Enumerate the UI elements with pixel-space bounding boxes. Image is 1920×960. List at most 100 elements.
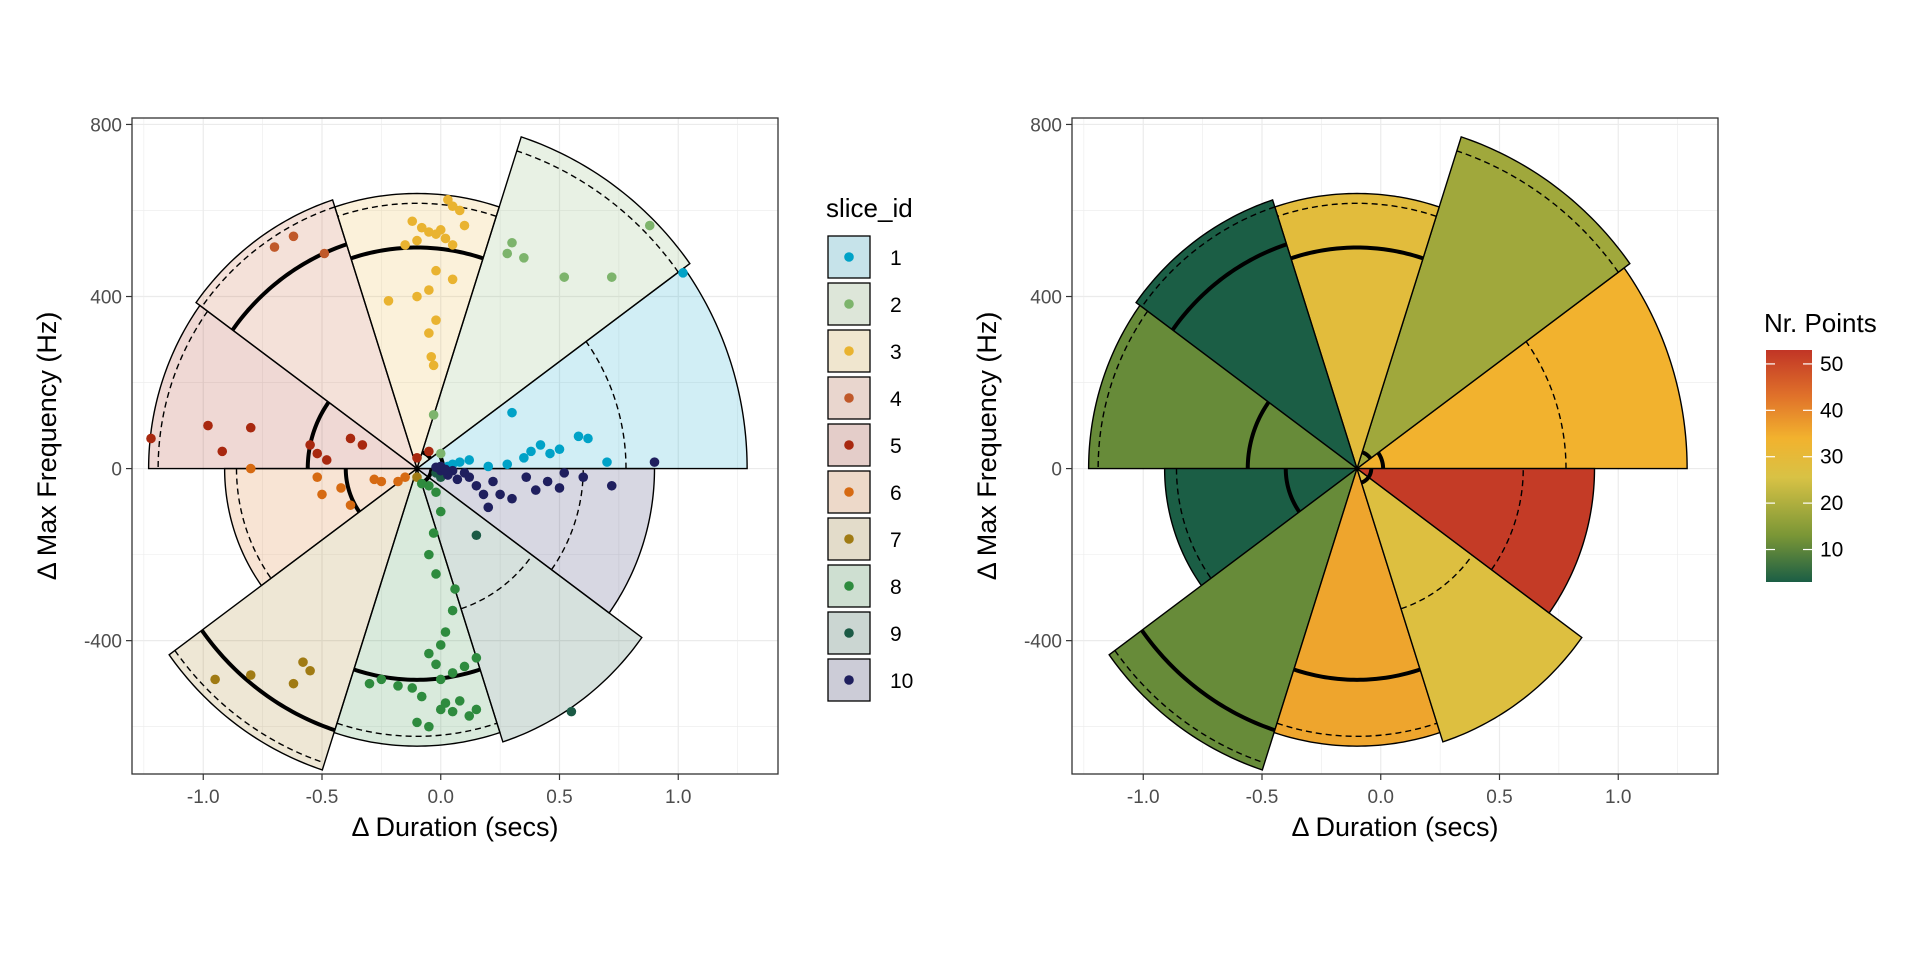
- point-slice-8: [424, 549, 434, 560]
- point-slice-9: [471, 530, 482, 541]
- point-slice-1: [678, 268, 688, 278]
- point-slice-3: [435, 225, 446, 235]
- x-tick-label: -1.0: [187, 787, 220, 808]
- point-slice-4: [319, 248, 330, 259]
- solid-arc-slice-7: [1140, 629, 1276, 733]
- y-axis-title: Δ Max Frequency (Hz): [972, 312, 1002, 581]
- point-slice-8: [471, 653, 482, 663]
- point-slice-1: [545, 448, 555, 459]
- x-tick-label: -0.5: [1246, 787, 1279, 808]
- sector-slice-7: [168, 466, 419, 771]
- point-slice-1: [554, 444, 565, 455]
- colorbar: [1766, 350, 1812, 582]
- point-slice-4: [288, 231, 299, 242]
- x-tick-label: 1.0: [1605, 787, 1631, 808]
- point-slice-1: [602, 457, 612, 467]
- legend-label: 2: [890, 294, 902, 317]
- x-ticks: -1.0 -0.5 0.0 0.5 1.0: [187, 774, 691, 808]
- point-slice-3: [407, 216, 418, 227]
- x-ticks: -1.0 -0.5 0.0 0.5 1.0: [1127, 774, 1631, 808]
- sector-slice-3: [333, 192, 501, 471]
- point-slice-10: [459, 468, 470, 478]
- point-slice-5: [146, 433, 156, 444]
- y-tick-label: 400: [90, 288, 122, 309]
- point-slice-10: [495, 489, 505, 500]
- plot-border: [131, 117, 779, 775]
- x-tick-label: 1.0: [665, 787, 691, 808]
- plot-background: [132, 118, 778, 774]
- point-slice-8: [447, 706, 458, 717]
- sector-slice-7: [1108, 466, 1359, 771]
- solid-arc-slice-5: [305, 401, 331, 469]
- sector-slice-6: [223, 467, 420, 587]
- point-slice-8: [435, 674, 446, 685]
- y-tick-label: -400: [1024, 632, 1062, 653]
- legend-nr-points: Nr. Points 10 20 30 40 50: [1764, 308, 1877, 582]
- point-slice-5: [217, 446, 228, 457]
- point-slice-10: [559, 468, 570, 478]
- point-slice-8: [428, 528, 439, 538]
- legend-key-3: [827, 329, 871, 373]
- point-slice-5: [203, 420, 213, 431]
- x-tick-label: -1.0: [1127, 787, 1160, 808]
- point-slice-3: [431, 315, 441, 325]
- scatter-sector-panel: -1.0 -0.5 0.0 0.5 1.0 -400 0 400 800 Δ Duration…: [32, 115, 779, 842]
- y-axis-title: Δ Max Frequency (Hz): [32, 312, 62, 581]
- dashed-arc-slice-1: [1525, 341, 1567, 469]
- point-slice-10: [471, 480, 482, 491]
- point-slice-8: [407, 683, 418, 693]
- dashed-arc-slice-7: [174, 650, 325, 764]
- solid-arc-slice-7: [200, 629, 336, 733]
- point-slice-3: [424, 328, 434, 338]
- point-slice-8: [450, 584, 460, 594]
- dashed-arc-slice-8: [336, 722, 498, 738]
- point-slice-6: [400, 472, 410, 482]
- x-axis-title: Δ Duration (secs): [351, 812, 558, 842]
- point-slice-8: [416, 691, 427, 702]
- legend-key-dot: [844, 534, 854, 544]
- y-tick-label: 800: [1030, 115, 1062, 136]
- point-slice-5: [321, 455, 332, 465]
- point-slice-10: [440, 464, 451, 475]
- solid-arc-slice-6: [343, 468, 362, 514]
- point-slice-10: [521, 472, 532, 482]
- point-slice-2: [435, 448, 446, 459]
- point-slice-1: [464, 455, 475, 465]
- point-slice-8: [471, 704, 482, 715]
- point-slice-1: [573, 431, 584, 442]
- point-slice-5: [245, 422, 256, 433]
- legend-key-dot: [844, 581, 854, 591]
- point-slice-8: [431, 659, 441, 670]
- point-slice-10: [530, 485, 541, 495]
- point-slice-10: [452, 474, 463, 485]
- legend-label: 3: [890, 341, 902, 364]
- y-tick-label: 400: [1030, 288, 1062, 309]
- point-slice-7: [210, 674, 220, 685]
- sector-slice-2: [415, 135, 691, 471]
- point-slice-2: [559, 272, 570, 282]
- point-slice-1: [526, 446, 536, 457]
- count-sector-panel: -1.0 -0.5 0.0 0.5 1.0 -400 0 400 800 Δ Duration…: [972, 115, 1719, 842]
- point-slice-3: [447, 240, 458, 250]
- point-slice-9: [566, 706, 577, 717]
- dashed-arc-slice-7: [1114, 650, 1265, 764]
- x-tick-label: 0.5: [1486, 787, 1512, 808]
- solid-arc-slice-3: [1290, 245, 1424, 261]
- point-slice-10: [578, 472, 589, 482]
- point-slice-3: [440, 233, 451, 244]
- point-slice-3: [447, 274, 458, 285]
- legend-key-dot: [844, 299, 854, 309]
- sector-slice-10: [414, 467, 656, 614]
- solid-arc-slice-1: [1376, 451, 1386, 469]
- sectors: [1087, 135, 1688, 771]
- point-slice-8: [412, 717, 422, 728]
- dashed-arc-slice-2: [1456, 150, 1619, 273]
- point-slice-1: [483, 461, 494, 472]
- point-slice-8: [440, 627, 451, 637]
- sectors: [147, 135, 748, 771]
- sector-slice-4: [195, 199, 419, 471]
- sector-slice-5: [1087, 304, 1360, 470]
- point-slice-3: [416, 222, 427, 233]
- dashed-arc-slice-1: [585, 341, 627, 469]
